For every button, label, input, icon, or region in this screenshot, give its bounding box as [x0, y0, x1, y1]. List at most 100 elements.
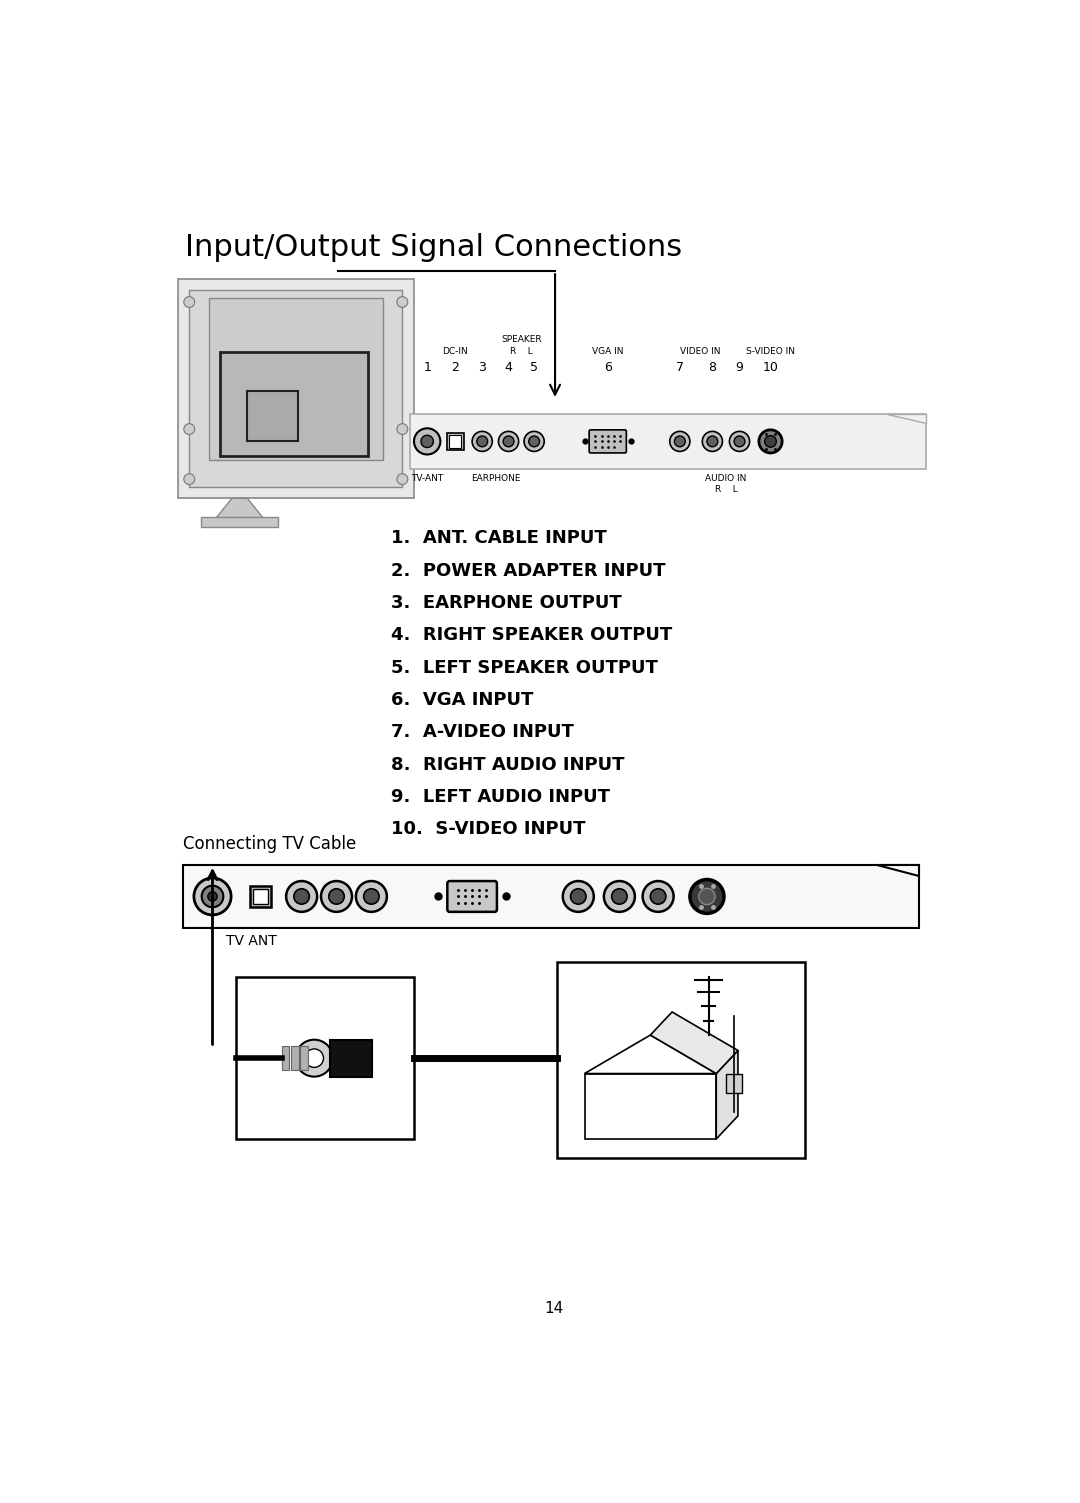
Circle shape: [643, 881, 674, 912]
Circle shape: [674, 436, 685, 446]
Circle shape: [570, 888, 586, 905]
Bar: [300, 1046, 308, 1070]
Circle shape: [707, 436, 718, 446]
Circle shape: [184, 424, 194, 434]
Circle shape: [397, 424, 408, 434]
Text: 9.  LEFT AUDIO INPUT: 9. LEFT AUDIO INPUT: [391, 788, 610, 806]
Text: 5.  LEFT SPEAKER OUTPUT: 5. LEFT SPEAKER OUTPUT: [391, 658, 658, 676]
Text: TV-ANT: TV-ANT: [411, 475, 443, 484]
Circle shape: [529, 436, 540, 446]
Circle shape: [524, 431, 544, 451]
Circle shape: [296, 1040, 333, 1076]
Text: TV ANT: TV ANT: [227, 935, 278, 948]
FancyBboxPatch shape: [590, 430, 626, 452]
Text: Connecting TV Cable: Connecting TV Cable: [183, 834, 356, 852]
Polygon shape: [650, 1012, 738, 1073]
Bar: [291, 1046, 299, 1070]
Circle shape: [286, 881, 318, 912]
Text: 10.  S-VIDEO INPUT: 10. S-VIDEO INPUT: [391, 821, 585, 839]
Text: Input/Output Signal Connections: Input/Output Signal Connections: [186, 233, 683, 262]
Circle shape: [503, 436, 514, 446]
Bar: [220, 352, 367, 455]
Circle shape: [356, 881, 387, 912]
Text: 2.  POWER ADAPTER INPUT: 2. POWER ADAPTER INPUT: [391, 562, 665, 580]
Bar: [247, 391, 298, 440]
Polygon shape: [887, 413, 926, 422]
Circle shape: [699, 888, 715, 905]
Circle shape: [414, 428, 441, 454]
Text: 3: 3: [478, 361, 486, 374]
Bar: [201, 517, 279, 528]
Polygon shape: [877, 864, 919, 876]
Circle shape: [563, 881, 594, 912]
Circle shape: [759, 430, 782, 452]
Circle shape: [670, 431, 690, 451]
Bar: [183, 864, 919, 927]
Text: SPEAKER: SPEAKER: [501, 335, 542, 344]
Polygon shape: [584, 1036, 716, 1073]
Text: 4.  RIGHT SPEAKER OUTPUT: 4. RIGHT SPEAKER OUTPUT: [391, 627, 672, 645]
Text: 8.  RIGHT AUDIO INPUT: 8. RIGHT AUDIO INPUT: [391, 756, 624, 774]
Text: 1: 1: [423, 361, 431, 374]
Circle shape: [611, 888, 627, 905]
Text: 6: 6: [604, 361, 611, 374]
Bar: [208, 298, 383, 460]
Circle shape: [305, 1049, 324, 1067]
Circle shape: [499, 431, 518, 451]
Bar: [177, 280, 414, 499]
Text: 7: 7: [676, 361, 684, 374]
Bar: [235, 977, 414, 1139]
Bar: [249, 885, 271, 908]
Circle shape: [476, 436, 488, 446]
Bar: [410, 413, 926, 469]
Text: 3.  EARPHONE OUTPUT: 3. EARPHONE OUTPUT: [391, 594, 621, 612]
Polygon shape: [216, 499, 262, 517]
Circle shape: [207, 891, 217, 902]
Text: S-VIDEO IN: S-VIDEO IN: [746, 347, 795, 356]
Circle shape: [604, 881, 635, 912]
Bar: [727, 1073, 742, 1093]
Text: R    L: R L: [715, 484, 738, 493]
Bar: [449, 436, 461, 448]
Bar: [557, 962, 806, 1159]
Circle shape: [650, 888, 666, 905]
Text: R    L: R L: [510, 347, 532, 356]
Circle shape: [321, 881, 352, 912]
Circle shape: [421, 436, 433, 448]
Circle shape: [194, 878, 231, 915]
Text: EARPHONE: EARPHONE: [471, 475, 521, 484]
Circle shape: [397, 296, 408, 308]
FancyBboxPatch shape: [447, 881, 497, 912]
Text: VIDEO IN: VIDEO IN: [679, 347, 720, 356]
Polygon shape: [584, 1073, 716, 1139]
Circle shape: [397, 473, 408, 484]
Circle shape: [472, 431, 492, 451]
Bar: [282, 1046, 289, 1070]
Circle shape: [690, 879, 724, 914]
Circle shape: [202, 885, 224, 908]
Circle shape: [294, 888, 309, 905]
Text: VGA IN: VGA IN: [592, 347, 623, 356]
Text: 5: 5: [530, 361, 538, 374]
Text: 4: 4: [504, 361, 513, 374]
Text: AUDIO IN: AUDIO IN: [705, 475, 746, 484]
Text: 2: 2: [451, 361, 459, 374]
Text: 6.  VGA INPUT: 6. VGA INPUT: [391, 691, 534, 709]
Bar: [329, 1040, 373, 1076]
Bar: [253, 888, 268, 905]
Text: 1.  ANT. CABLE INPUT: 1. ANT. CABLE INPUT: [391, 529, 607, 547]
Circle shape: [184, 296, 194, 308]
Text: 8: 8: [708, 361, 716, 374]
Polygon shape: [716, 1051, 738, 1139]
Circle shape: [734, 436, 745, 446]
Circle shape: [765, 436, 777, 448]
Circle shape: [328, 888, 345, 905]
Bar: [446, 433, 463, 449]
Circle shape: [729, 431, 750, 451]
Circle shape: [184, 473, 194, 484]
Text: 14: 14: [544, 1302, 563, 1317]
Circle shape: [702, 431, 723, 451]
Text: 10: 10: [762, 361, 779, 374]
Text: 7.  A-VIDEO INPUT: 7. A-VIDEO INPUT: [391, 723, 573, 741]
Circle shape: [364, 888, 379, 905]
